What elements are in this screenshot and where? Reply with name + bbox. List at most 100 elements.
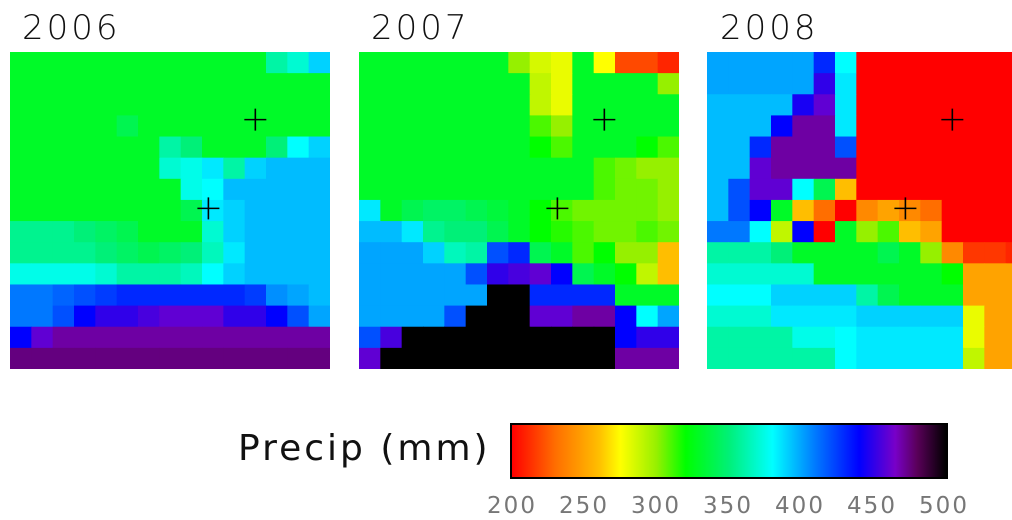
heatmap-cell <box>835 347 857 369</box>
heatmap-cell <box>899 221 921 243</box>
heatmap-cell <box>529 178 552 201</box>
heatmap-cell <box>920 263 943 286</box>
heatmap-cell <box>380 326 403 349</box>
heatmap-cell <box>707 221 729 243</box>
heatmap-cell <box>941 326 964 349</box>
heatmap-cell <box>159 136 182 159</box>
heatmap-cell <box>74 263 96 286</box>
crosshair-marker <box>941 108 964 131</box>
heatmap-cell <box>223 136 246 159</box>
heatmap-cell <box>749 263 772 286</box>
heatmap-cell <box>138 242 160 264</box>
heatmap-cell <box>813 263 836 286</box>
heatmap-cell <box>223 263 246 286</box>
heatmap-cell <box>266 136 288 159</box>
heatmap-cell <box>138 73 160 95</box>
heatmap-cell <box>465 305 488 328</box>
heatmap-cell <box>771 347 793 369</box>
heatmap-cell <box>899 94 921 116</box>
heatmap-cell <box>244 73 267 95</box>
heatmap-cell <box>180 326 203 349</box>
heatmap-cell <box>792 326 815 349</box>
heatmap-cell <box>593 263 616 286</box>
heatmap-cell <box>116 94 139 116</box>
heatmap-cell <box>877 94 900 116</box>
heatmap-cell <box>813 221 836 243</box>
heatmap-cell <box>180 178 203 201</box>
heatmap-cell <box>1005 326 1012 349</box>
heatmap-cell <box>856 347 879 369</box>
heatmap-cell <box>615 178 637 201</box>
heatmap-cell <box>487 52 509 74</box>
heatmap-cell <box>487 221 509 243</box>
heatmap-cell <box>380 221 403 243</box>
heatmap-cell <box>138 305 160 328</box>
heatmap-cell <box>359 326 381 349</box>
heatmap-cell <box>244 284 267 307</box>
heatmap-cell <box>749 347 772 369</box>
heatmap-cell <box>74 199 96 222</box>
heatmap-cell <box>359 52 381 74</box>
heatmap-cell <box>707 157 729 180</box>
heatmap-cell <box>792 242 815 264</box>
heatmap-cell <box>899 263 921 286</box>
heatmap-cell <box>657 263 679 286</box>
heatmap-cell <box>380 263 403 286</box>
heatmap-cell <box>572 94 595 116</box>
heatmap-cell <box>380 284 403 307</box>
heatmap-cell <box>10 94 32 116</box>
heatmap-cell <box>465 115 488 138</box>
heatmap-cell <box>180 221 203 243</box>
heatmap-cell <box>159 157 182 180</box>
heatmap-cell <box>444 73 467 95</box>
heatmap-cell <box>202 157 224 180</box>
heatmap-cell <box>792 94 815 116</box>
heatmap-cell <box>116 284 139 307</box>
heatmap-cell <box>749 73 772 95</box>
heatmap-cell <box>856 221 879 243</box>
heatmap-cell <box>359 136 381 159</box>
heatmap-cell <box>963 263 985 286</box>
heatmap-cell <box>244 94 267 116</box>
heatmap-cell <box>423 305 445 328</box>
heatmap-cell <box>401 157 424 180</box>
heatmap-cell <box>444 199 467 222</box>
heatmap-cell <box>95 305 118 328</box>
heatmap-cell <box>287 305 310 328</box>
heatmap-cell <box>941 73 964 95</box>
heatmap-cell <box>287 94 310 116</box>
heatmap-cell <box>813 115 836 138</box>
heatmap-cell <box>941 305 964 328</box>
heatmap-cell <box>749 52 772 74</box>
heatmap-cell <box>10 305 32 328</box>
heatmap-cell <box>771 73 793 95</box>
heatmap-cell <box>202 94 224 116</box>
heatmap-cell <box>31 284 54 307</box>
heatmap-cell <box>465 157 488 180</box>
heatmap-cell <box>202 305 224 328</box>
heatmap-cell <box>792 199 815 222</box>
heatmap-cell <box>116 73 139 95</box>
colorbar <box>510 423 948 479</box>
heatmap-cell <box>984 263 1007 286</box>
heatmap-cell <box>116 347 139 369</box>
heatmap-cell <box>813 73 836 95</box>
heatmap-cell <box>52 157 75 180</box>
heatmap-cell <box>572 263 595 286</box>
heatmap-cell <box>308 94 330 116</box>
crosshair-marker <box>197 197 220 220</box>
heatmap-cell <box>636 115 659 138</box>
heatmap-cell <box>572 221 595 243</box>
heatmap-cell <box>636 94 659 116</box>
heatmap-cell <box>202 136 224 159</box>
heatmap-cell <box>636 199 659 222</box>
heatmap-cell <box>95 242 118 264</box>
heatmap-cell <box>771 157 793 180</box>
heatmap-cell <box>487 73 509 95</box>
heatmap-cell <box>877 347 900 369</box>
heatmap-cell <box>223 284 246 307</box>
map-title-2007: 2007 <box>371 8 470 48</box>
crosshair-marker <box>546 197 569 220</box>
colorbar-tick-450: 450 <box>847 493 897 519</box>
heatmap-cell <box>984 199 1007 222</box>
